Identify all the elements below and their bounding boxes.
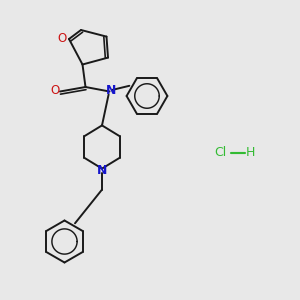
Text: O: O <box>58 32 67 46</box>
Text: Cl: Cl <box>214 146 226 160</box>
Text: N: N <box>97 164 107 177</box>
Text: N: N <box>106 84 116 97</box>
Text: H: H <box>246 146 255 160</box>
Text: O: O <box>50 84 59 98</box>
